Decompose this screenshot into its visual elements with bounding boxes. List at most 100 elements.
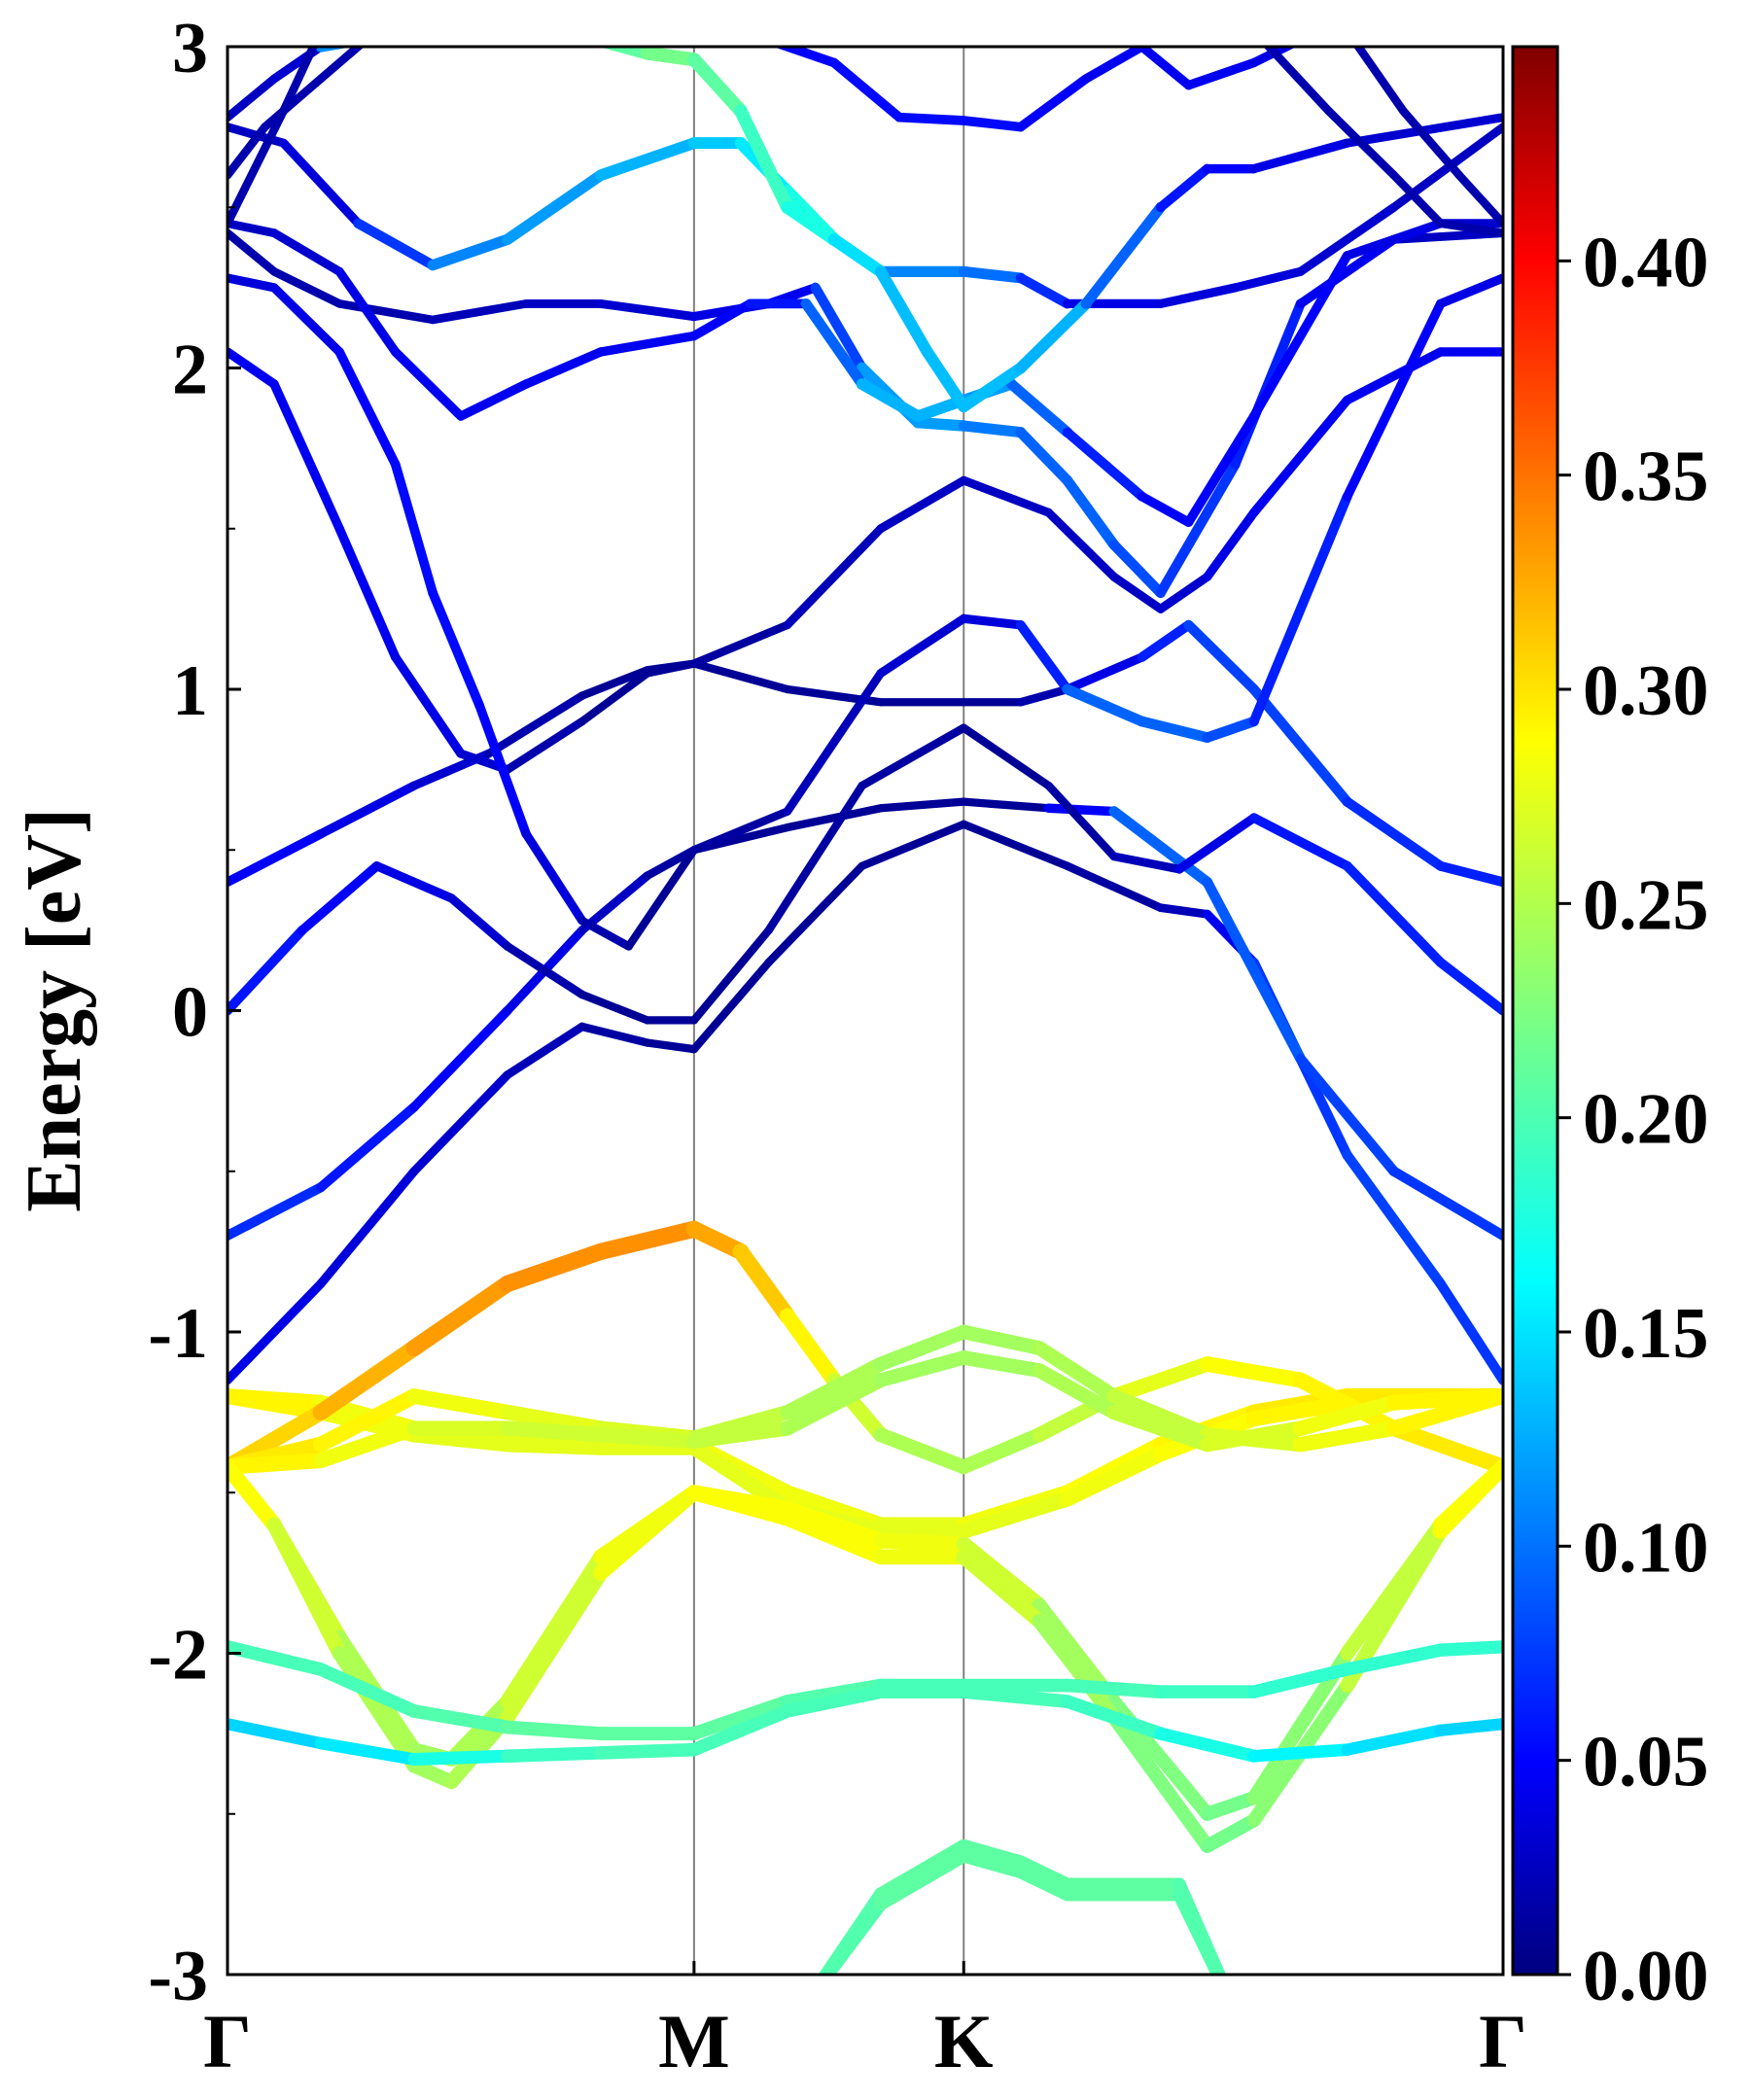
band-segment [780,1373,889,1436]
band-segment [1385,1388,1503,1411]
band-segment [780,1356,889,1420]
colorbar-tick-label: 0.30 [1583,651,1709,731]
band-segment [780,1678,888,1708]
band-segment [1183,619,1259,695]
band-segment [1015,619,1072,694]
band-segment [686,52,748,119]
band-segment [1454,170,1503,228]
band-segment [409,1005,512,1112]
band-segment [780,1485,889,1533]
band-segment [316,781,419,839]
band-segment [1032,1341,1122,1404]
band-14 [1353,47,1503,228]
band-segment [427,233,513,271]
band-segment [1434,1640,1503,1657]
band-segment [1183,57,1259,90]
band-segment [894,112,969,125]
band-segment [1296,202,1399,276]
band-segment [228,219,279,238]
colorbar-tick-label: 0.35 [1583,438,1709,517]
band-segment [405,1275,516,1357]
band-segment [1063,861,1165,912]
band-segment [624,846,699,951]
band-segment [1292,1420,1402,1452]
band-segment [1005,378,1073,438]
band-segment [959,116,1026,132]
band-segment [578,666,652,700]
x-tick-label: Γ [203,1999,252,2083]
band-segment [596,298,699,322]
y-axis-label: Energy [eV] [12,808,97,1211]
band-segment [501,1746,608,1763]
band-segment [957,1848,1028,1879]
band-segment [1434,1718,1503,1736]
band-segment [876,613,968,678]
plot-area: -3 -2 -1 0 1 2 3 Γ M K Γ [148,9,1526,2083]
band-segment [1199,1356,1309,1388]
band-segment [1324,106,1398,180]
band-segment [228,1452,329,1475]
band-segment [957,1838,1028,1870]
band-segment [228,106,288,228]
band-segment [443,1694,515,1767]
band-segment [228,1640,328,1676]
band-segment [958,420,1027,438]
band-segment [316,1102,419,1193]
band-segment [689,620,792,668]
band-segment [689,926,773,1025]
band-segment [1183,411,1259,527]
band-segment [958,265,1027,284]
band-segment [783,804,885,832]
band-segment [578,916,633,951]
band-23 [228,1685,1503,1767]
band-segment [856,378,925,422]
band-segment [1063,652,1147,694]
band-segment [1137,619,1194,662]
band-segment [1342,860,1446,967]
band-segment [956,1536,1047,1613]
band-segment [732,1243,796,1324]
band-segment [686,1695,794,1741]
band-segment [779,1308,842,1388]
band-segment [314,1662,421,1718]
band-segment [334,347,401,470]
band-segment [1341,1724,1447,1756]
colorbar: 0.00 0.05 0.10 0.15 0.20 0.25 0.30 0.35 0.40 [1511,45,1709,2016]
band-segment [800,298,868,390]
y-tick-label: -1 [148,1294,208,1374]
band-segment [1389,170,1445,228]
band-segment [819,1897,888,1975]
band-segment [764,861,866,967]
band-segment [685,1485,795,1526]
band-segment [1106,1710,1214,1853]
band-segment [502,169,607,246]
band-segment [406,1426,515,1452]
band-segment [1137,491,1194,527]
band-segment [578,669,652,726]
band-segment [228,74,279,122]
colorbar-ticks: 0.00 0.05 0.10 0.15 0.20 0.25 0.30 0.35 0.40 [1558,223,1709,2016]
band-segment [873,1324,971,1372]
band-segment [1106,1405,1215,1452]
band-segment [500,1549,609,1709]
band-segment [503,717,586,774]
band-segment [1436,219,1503,237]
band-segment [1202,876,1307,1065]
band-segment [640,47,701,67]
band-segment [810,282,867,373]
band-segment [521,829,587,926]
band-segment [353,218,438,270]
band-segment [1013,1865,1074,1902]
band-segment [578,1022,652,1047]
band-segment [1106,1388,1215,1443]
band-segment [1062,474,1120,550]
band-segment [1015,272,1072,309]
band-11 [228,47,365,180]
band-segment [595,137,700,182]
band-segment [428,588,484,711]
band-segment [1343,219,1446,261]
band-segment [956,1549,1047,1629]
band-segment [484,691,586,758]
band-segment [1015,427,1073,486]
